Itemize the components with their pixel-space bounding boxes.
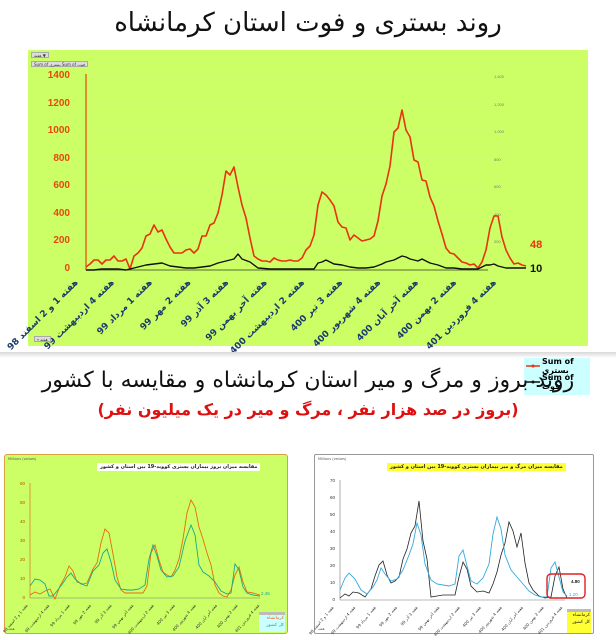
- legend-item-deaths: Sum of فوت: [524, 373, 590, 391]
- y-tick: 60: [19, 481, 25, 486]
- y-tick: 20: [19, 557, 25, 562]
- legend-item-country: کل کشور: [572, 620, 590, 625]
- black-line-marker-icon: [526, 380, 540, 384]
- red-line-marker-icon: [526, 364, 540, 368]
- y-tick-400: 400: [53, 208, 70, 219]
- y-tick: 30: [19, 538, 25, 543]
- y-tick: 30: [329, 546, 335, 551]
- hospitalized-end-value: 48: [530, 239, 543, 251]
- y2-tick: 200: [494, 239, 501, 244]
- y2-tick: 600: [494, 184, 501, 189]
- y2-tick: 1,000: [494, 129, 505, 134]
- legend-item-hospitalized: Sum of بستری: [524, 357, 590, 375]
- y-tick-0: 0: [64, 263, 70, 274]
- y2-tick: 400: [494, 212, 501, 217]
- hospitalization-deaths-chart: هفته ▼ Sum of بستری Sum of فوت 1400 1200…: [5, 50, 590, 395]
- y-tick: 10: [19, 576, 25, 581]
- y-tick-200: 200: [53, 235, 70, 246]
- y-tick: 50: [19, 500, 25, 505]
- y-tick-1400: 1400: [47, 70, 70, 81]
- comparison-subtitle: (بروز در صد هزار نفر ، مرگ و میر در یک م…: [97, 400, 519, 419]
- mortality-legend: کرمانشاه کل کشور: [567, 609, 591, 633]
- incidence-end-value: 2.45: [261, 591, 270, 596]
- corner-label: Millions (values): [318, 457, 347, 461]
- legend-item-province: کرمانشاه: [572, 613, 590, 618]
- mortality-country-end-value: 1.20: [569, 592, 578, 597]
- section-divider: [0, 352, 616, 358]
- values-filter-chip[interactable]: Sum of بستری Sum of فوت: [31, 61, 88, 67]
- week-filter-chip[interactable]: هفته ▼: [31, 52, 49, 58]
- comparison-title: روند بروز و مرگ و میر استان کرمانشاه و م…: [41, 368, 575, 393]
- legend-header: [567, 609, 591, 612]
- legend-header: [259, 612, 285, 615]
- y-tick-600: 600: [53, 180, 70, 191]
- y-tick-800: 800: [53, 153, 70, 164]
- y-tick: 60: [329, 495, 335, 500]
- highlight-box: [546, 573, 586, 599]
- y-tick-1200: 1200: [47, 98, 70, 109]
- y-tick: 0: [22, 595, 25, 600]
- y-tick: 40: [329, 529, 335, 534]
- legend-item-province: کرمانشاه: [266, 616, 284, 621]
- incidence-chart-title: مقایسه میزان بروز بیماران بستری کووید-19…: [97, 463, 261, 471]
- y2-tick: 1,200: [494, 102, 505, 107]
- y2-tick: 800: [494, 157, 501, 162]
- corner-label: Millions (values): [8, 457, 37, 461]
- corner-axis-label: هفته: [318, 627, 325, 631]
- mortality-plot-area: [339, 480, 568, 601]
- line-plot-area: [85, 74, 527, 271]
- incidence-legend: کرمانشاه کل کشور: [259, 612, 285, 632]
- week-axis-chip[interactable]: ▿ هفته: [34, 336, 51, 342]
- incidence-plot-area: [29, 483, 261, 601]
- y-tick: 20: [329, 563, 335, 568]
- y-tick: 0: [332, 597, 335, 602]
- mortality-province-end-value: 4.80: [571, 579, 580, 584]
- y2-tick: 1,400: [494, 74, 505, 79]
- deaths-end-value: 10: [530, 263, 543, 275]
- incidence-comparison-chart: Millions (values) مقایسه میزان بروز بیما…: [2, 454, 288, 635]
- y-tick: 40: [19, 519, 25, 524]
- y-tick: 70: [329, 478, 335, 483]
- mortality-comparison-chart: Millions (values) مقایسه میزان مرگ و میر…: [308, 454, 594, 637]
- corner-axis-label: هفته: [8, 627, 15, 631]
- y-tick: 10: [329, 580, 335, 585]
- legend-item-country: کل کشور: [266, 623, 284, 628]
- mortality-chart-title: مقایسه میزان مرگ و میر بیماران بستری کوو…: [387, 463, 566, 471]
- main-chart-title: روند بستری و فوت استان کرمانشاه: [114, 8, 502, 38]
- y-tick-1000: 1000: [47, 125, 70, 136]
- y-tick: 50: [329, 512, 335, 517]
